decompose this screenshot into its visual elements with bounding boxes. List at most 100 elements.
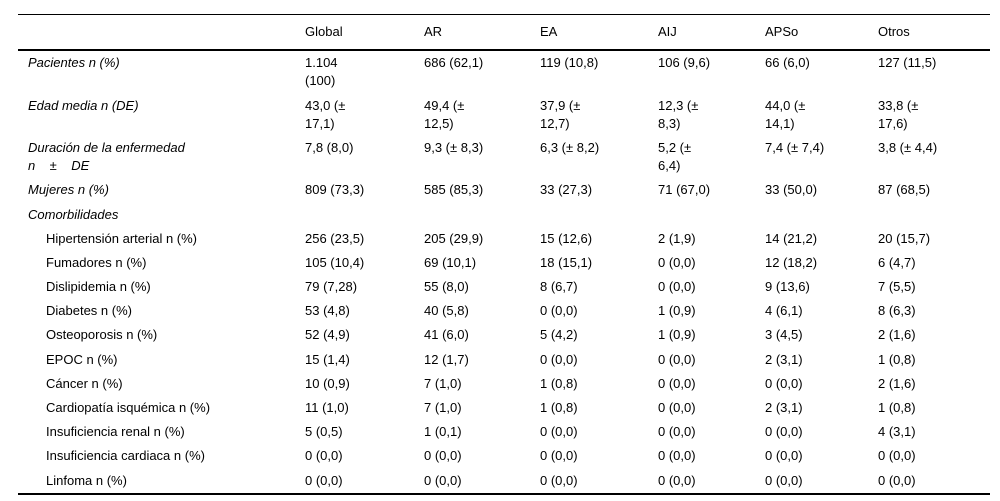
cell-value: 11 (1,0) — [305, 400, 349, 415]
cell-value: 2 (1,6) — [878, 375, 916, 391]
table-row: Dislipidemia n (%) 79 (7,28) 55 (8,0) 8 … — [18, 275, 990, 299]
row-label: Diabetes n (%) — [46, 303, 132, 319]
header-otros: Otros — [878, 24, 910, 39]
cell-value: 0 (0,0) — [765, 472, 803, 488]
cell-value: 205 (29,9) — [424, 230, 484, 246]
cell-value — [878, 203, 990, 227]
cell-value: 12 (18,2) — [765, 254, 818, 270]
cell-value: 0 (0,0) — [305, 448, 343, 464]
row-label: Hipertensión arterial n (%) — [46, 230, 198, 246]
cell-value: 1.104 (100) — [305, 55, 338, 89]
table-row: Duración de la enfermedad n ± DE 7,8 (8,… — [18, 136, 990, 178]
table-row: Diabetes n (%) 53 (4,8) 40 (5,8) 0 (0,0)… — [18, 299, 990, 323]
table-row: Cardiopatía isquémica n (%) 11 (1,0) 7 (… — [18, 396, 990, 420]
cell-value: 2 (1,6) — [878, 327, 916, 343]
cell-value: 0 (0,0) — [658, 424, 696, 440]
cell-value: 5 (4,2) — [540, 327, 578, 343]
cell-value: 0 (0,0) — [540, 448, 578, 464]
cell-value: 66 (6,0) — [765, 55, 810, 71]
cell-value: 0 (0,0) — [658, 254, 696, 270]
header-aij: AIJ — [658, 24, 677, 39]
row-label: Comorbilidades — [28, 206, 119, 222]
cell-value: 1 (0,8) — [878, 351, 916, 367]
table-row: Fumadores n (%) 105 (10,4) 69 (10,1) 18 … — [18, 251, 990, 275]
cell-value: 41 (6,0) — [424, 327, 469, 343]
row-label: Insuficiencia cardiaca n (%) — [46, 448, 205, 464]
cell-value: 52 (4,9) — [305, 327, 350, 343]
cell-value: 0 (0,0) — [658, 375, 696, 391]
cell-value: 0 (0,0) — [765, 375, 803, 391]
cell-value: 49,4 (± 12,5) — [424, 97, 465, 131]
table-row: Osteoporosis n (%) 52 (4,9) 41 (6,0) 5 (… — [18, 323, 990, 347]
table-row: Mujeres n (%) 809 (73,3) 585 (85,3) 33 (… — [18, 178, 990, 202]
cell-value: 7 (1,0) — [424, 375, 462, 391]
cell-value: 20 (15,7) — [878, 230, 931, 246]
cell-value: 53 (4,8) — [305, 303, 350, 319]
cell-value: 33 (50,0) — [765, 182, 818, 198]
cell-value: 809 (73,3) — [305, 182, 365, 198]
table-row: Insuficiencia renal n (%) 5 (0,5) 1 (0,1… — [18, 420, 990, 444]
cell-value: 9 (13,6) — [765, 279, 810, 295]
cell-value: 8 (6,3) — [878, 303, 916, 319]
table-row: EPOC n (%) 15 (1,4) 12 (1,7) 0 (0,0) 0 (… — [18, 348, 990, 372]
cell-value — [765, 203, 878, 227]
cell-value: 0 (0,0) — [658, 351, 696, 367]
cell-value: 2 (3,1) — [765, 351, 803, 367]
table-row: Hipertensión arterial n (%) 256 (23,5) 2… — [18, 227, 990, 251]
table-row: Edad media n (DE) 43,0 (± 17,1) 49,4 (± … — [18, 94, 990, 136]
cell-value: 40 (5,8) — [424, 303, 469, 319]
header-ar: AR — [424, 24, 443, 39]
cell-value: 119 (10,8) — [540, 55, 599, 71]
cell-value: 10 (0,9) — [305, 375, 350, 391]
cell-value: 0 (0,0) — [878, 448, 916, 464]
cell-value: 33 (27,3) — [540, 182, 593, 198]
cell-value: 18 (15,1) — [540, 254, 593, 270]
table-row: Linfoma n (%) 0 (0,0) 0 (0,0) 0 (0,0) 0 … — [18, 469, 990, 494]
cell-value: 0 (0,0) — [765, 424, 803, 440]
cell-value: 87 (68,5) — [878, 182, 931, 198]
row-label: Edad media n (DE) — [28, 97, 139, 113]
cell-value: 7,8 (8,0) — [305, 139, 354, 155]
row-label: Linfoma n (%) — [46, 472, 127, 488]
cell-value: 12,3 (± 8,3) — [658, 97, 699, 131]
cell-value — [658, 203, 765, 227]
cell-value — [424, 203, 540, 227]
row-label: Pacientes n (%) — [28, 55, 120, 71]
row-label: Osteoporosis n (%) — [46, 327, 158, 343]
cell-value: 6,3 (± 8,2) — [540, 139, 600, 155]
header-apso: APSo — [765, 24, 799, 39]
cell-value: 0 (0,0) — [658, 400, 696, 415]
cell-value: 5,2 (± 6,4) — [658, 139, 692, 174]
cell-value: 37,9 (± 12,7) — [540, 97, 581, 131]
cell-value: 33,8 (± 17,6) — [878, 97, 919, 131]
table-header-row: Global AR EA AIJ APSo Otros — [18, 15, 990, 51]
cell-value: 1 (0,8) — [878, 400, 916, 415]
row-label: EPOC n (%) — [46, 351, 118, 367]
header-ea: EA — [540, 24, 558, 39]
cell-value: 1 (0,9) — [658, 303, 696, 319]
cell-value: 0 (0,0) — [540, 303, 578, 319]
cell-value: 686 (62,1) — [424, 55, 484, 71]
cell-value: 127 (11,5) — [878, 55, 937, 71]
cell-value: 1 (0,8) — [540, 375, 578, 391]
cell-value: 9,3 (± 8,3) — [424, 139, 484, 155]
cell-value: 7,4 (± 7,4) — [765, 139, 825, 155]
cell-value: 3 (4,5) — [765, 327, 803, 343]
header-empty-cell — [18, 15, 305, 51]
cell-value: 256 (23,5) — [305, 230, 365, 246]
cell-value: 0 (0,0) — [658, 472, 696, 488]
cell-value: 15 (1,4) — [305, 351, 350, 367]
cell-value: 4 (3,1) — [878, 424, 916, 440]
cell-value: 0 (0,0) — [658, 279, 696, 295]
table-row: Insuficiencia cardiaca n (%) 0 (0,0) 0 (… — [18, 444, 990, 468]
cell-value: 4 (6,1) — [765, 303, 803, 319]
cell-value: 14 (21,2) — [765, 230, 818, 246]
row-label: Insuficiencia renal n (%) — [46, 424, 185, 440]
cell-value: 69 (10,1) — [424, 254, 477, 270]
cell-value: 1 (0,1) — [424, 424, 462, 440]
row-label: Fumadores n (%) — [46, 254, 147, 270]
patient-comorbidity-table: Global AR EA AIJ APSo Otros Pacientes n … — [18, 14, 990, 495]
cell-value: 15 (12,6) — [540, 230, 593, 246]
row-label: Dislipidemia n (%) — [46, 279, 151, 295]
cell-value: 2 (1,9) — [658, 230, 696, 246]
